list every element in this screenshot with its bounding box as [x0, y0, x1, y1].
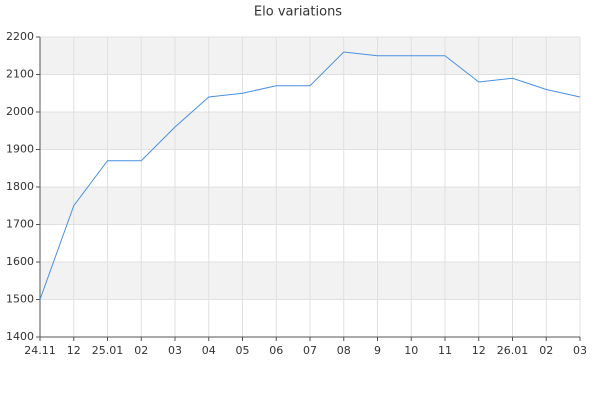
x-tick-label: 07: [303, 344, 317, 357]
x-tick-label: 06: [269, 344, 283, 357]
x-tick-label: 25.01: [92, 344, 124, 357]
x-tick-label: 12: [67, 344, 81, 357]
y-tick-label: 1900: [6, 143, 34, 156]
x-tick-label: 08: [337, 344, 351, 357]
y-tick-label: 2000: [6, 105, 34, 118]
x-tick-label: 05: [236, 344, 250, 357]
x-tick-label: 03: [573, 344, 587, 357]
x-tick-label: 26.01: [497, 344, 529, 357]
chart-title: Elo variations: [254, 5, 342, 20]
x-tick-label: 12: [472, 344, 486, 357]
x-tick-label: 02: [134, 344, 148, 357]
y-tick-label: 1600: [6, 255, 34, 268]
x-tick-label: 10: [404, 344, 418, 357]
y-tick-label: 2100: [6, 68, 34, 81]
series-line: [39, 51, 581, 300]
x-tick-label: 02: [539, 344, 553, 357]
y-tick-label: 1700: [6, 218, 34, 231]
y-tick-label: 1800: [6, 180, 34, 193]
x-tick-label: 04: [202, 344, 216, 357]
x-tick-label: 24.11: [24, 344, 56, 357]
x-tick-label: 9: [374, 344, 381, 357]
y-tick-label: 1400: [6, 330, 34, 343]
x-tick-label: 11: [438, 344, 452, 357]
x-tick-label: 03: [168, 344, 182, 357]
y-tick-label: 2200: [6, 30, 34, 43]
y-tick-label: 1500: [6, 293, 34, 306]
